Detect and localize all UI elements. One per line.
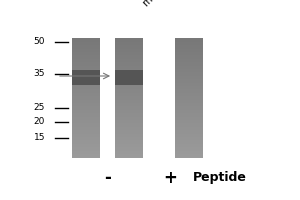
Text: 25: 25 bbox=[34, 104, 45, 112]
Text: 50: 50 bbox=[34, 38, 45, 46]
Text: mouse brain: mouse brain bbox=[141, 0, 191, 8]
Text: +: + bbox=[163, 169, 177, 187]
Text: Peptide: Peptide bbox=[193, 171, 247, 184]
Text: 35: 35 bbox=[34, 70, 45, 78]
Text: -: - bbox=[105, 169, 111, 187]
Text: 20: 20 bbox=[34, 117, 45, 127]
Text: 15: 15 bbox=[34, 134, 45, 142]
